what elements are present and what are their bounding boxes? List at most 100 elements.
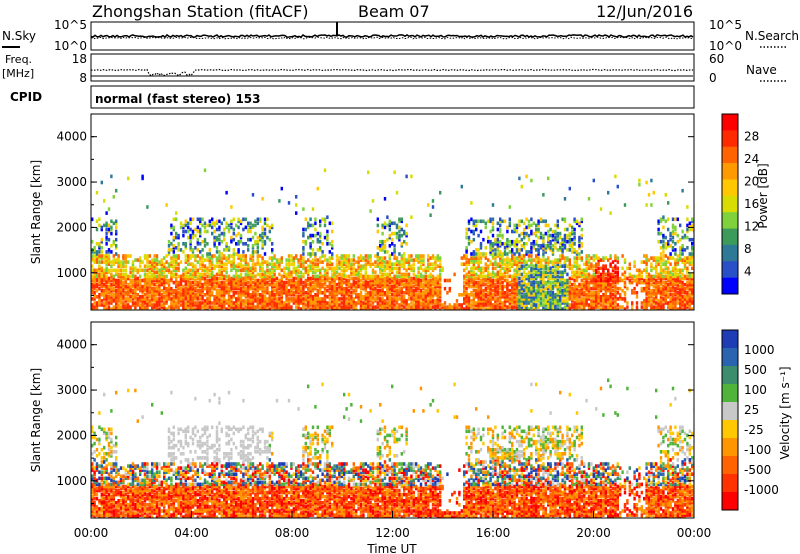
echo-cell (391, 237, 394, 242)
echo-cell (484, 293, 487, 297)
echo-cell (227, 291, 231, 295)
echo-cell (465, 250, 468, 254)
echo-cell (381, 274, 384, 279)
echo-cell (287, 264, 291, 268)
echo-cell (590, 278, 593, 283)
echo-cell (422, 284, 425, 289)
echo-cell (182, 286, 185, 291)
echo-cell (506, 280, 509, 285)
echo-cell (290, 305, 293, 309)
echo-cell (599, 295, 603, 299)
echo-cell (525, 217, 528, 222)
echo-cell (523, 280, 526, 285)
echo-cell (352, 266, 355, 271)
echo-cell (614, 284, 617, 289)
echo-cell (124, 284, 127, 289)
echo-cell (287, 278, 291, 283)
echo-cell (309, 246, 312, 250)
echo-cell (215, 295, 219, 299)
echo-cell (105, 252, 108, 256)
echo-cell (494, 262, 497, 266)
echo-cell (218, 268, 221, 273)
echo-cell (184, 305, 187, 309)
echo-cell (335, 270, 339, 275)
echo-cell (551, 233, 555, 238)
echo-cell (244, 272, 247, 277)
echo-cell (309, 284, 312, 289)
echo-cell (578, 246, 581, 250)
echo-cell (218, 291, 221, 295)
echo-cell (91, 274, 94, 279)
echo-cell (427, 284, 430, 289)
echo-cell (539, 282, 543, 287)
echo-cell (148, 264, 151, 268)
echo-cell (398, 270, 401, 275)
echo-cell (477, 219, 480, 224)
echo-cell (499, 299, 502, 303)
echo-cell (599, 284, 603, 289)
echo-cell (177, 282, 180, 287)
echo-cell (235, 299, 238, 303)
echo-cell (311, 299, 315, 303)
echo-cell (419, 307, 423, 310)
echo-cell (633, 291, 636, 295)
echo-cell (424, 284, 427, 289)
echo-cell (359, 256, 363, 260)
echo-cell (95, 252, 99, 256)
echo-cell (527, 264, 531, 268)
echo-cell (381, 242, 384, 246)
echo-cell (331, 284, 334, 289)
echo-cell (563, 295, 567, 299)
echo-cell (117, 262, 120, 266)
echo-cell (213, 301, 216, 305)
echo-cell (163, 295, 166, 299)
echo-cell (487, 219, 490, 224)
echo-cell (283, 305, 286, 309)
echo-cell (472, 231, 475, 236)
echo-cell (417, 260, 420, 264)
echo-cell (208, 291, 211, 295)
echo-cell (237, 274, 240, 279)
echo-cell (434, 303, 437, 307)
echo-cell (379, 297, 382, 301)
echo-cell (563, 280, 567, 285)
echo-cell (155, 262, 159, 266)
echo-cell (261, 239, 264, 244)
echo-cell (549, 233, 552, 238)
echo-cell (597, 301, 600, 305)
echo-cell (508, 303, 511, 307)
echo-cell (551, 299, 555, 303)
echo-cell (100, 254, 103, 258)
echo-cell (105, 274, 108, 279)
echo-cell (398, 233, 401, 238)
echo-cell (273, 288, 276, 293)
echo-cell (604, 264, 607, 268)
echo-cell (494, 266, 497, 271)
echo-cell (206, 291, 209, 295)
echo-cell (479, 272, 483, 277)
echo-cell (247, 272, 250, 277)
echo-cell (467, 280, 471, 285)
echo-cell (311, 252, 315, 256)
echo-cell (472, 229, 475, 234)
echo-cell (542, 242, 545, 246)
echo-cell (100, 268, 103, 273)
echo-cell (494, 282, 497, 287)
echo-cell (518, 248, 521, 252)
echo-cell (333, 297, 336, 301)
echo-cell (391, 268, 394, 273)
echo-cell (398, 297, 401, 301)
echo-cell (566, 305, 569, 309)
echo-cell (237, 293, 240, 297)
echo-cell (314, 303, 317, 307)
echo-cell (607, 280, 610, 285)
echo-cell (235, 284, 238, 289)
date-label: 12/Jun/2016 (596, 2, 693, 21)
echo-cell (249, 237, 252, 242)
echo-cell (530, 291, 533, 295)
echo-cell (167, 282, 171, 287)
echo-cell (232, 284, 235, 289)
echo-cell (189, 221, 192, 226)
echo-cell (501, 288, 504, 293)
echo-cell (158, 262, 161, 266)
